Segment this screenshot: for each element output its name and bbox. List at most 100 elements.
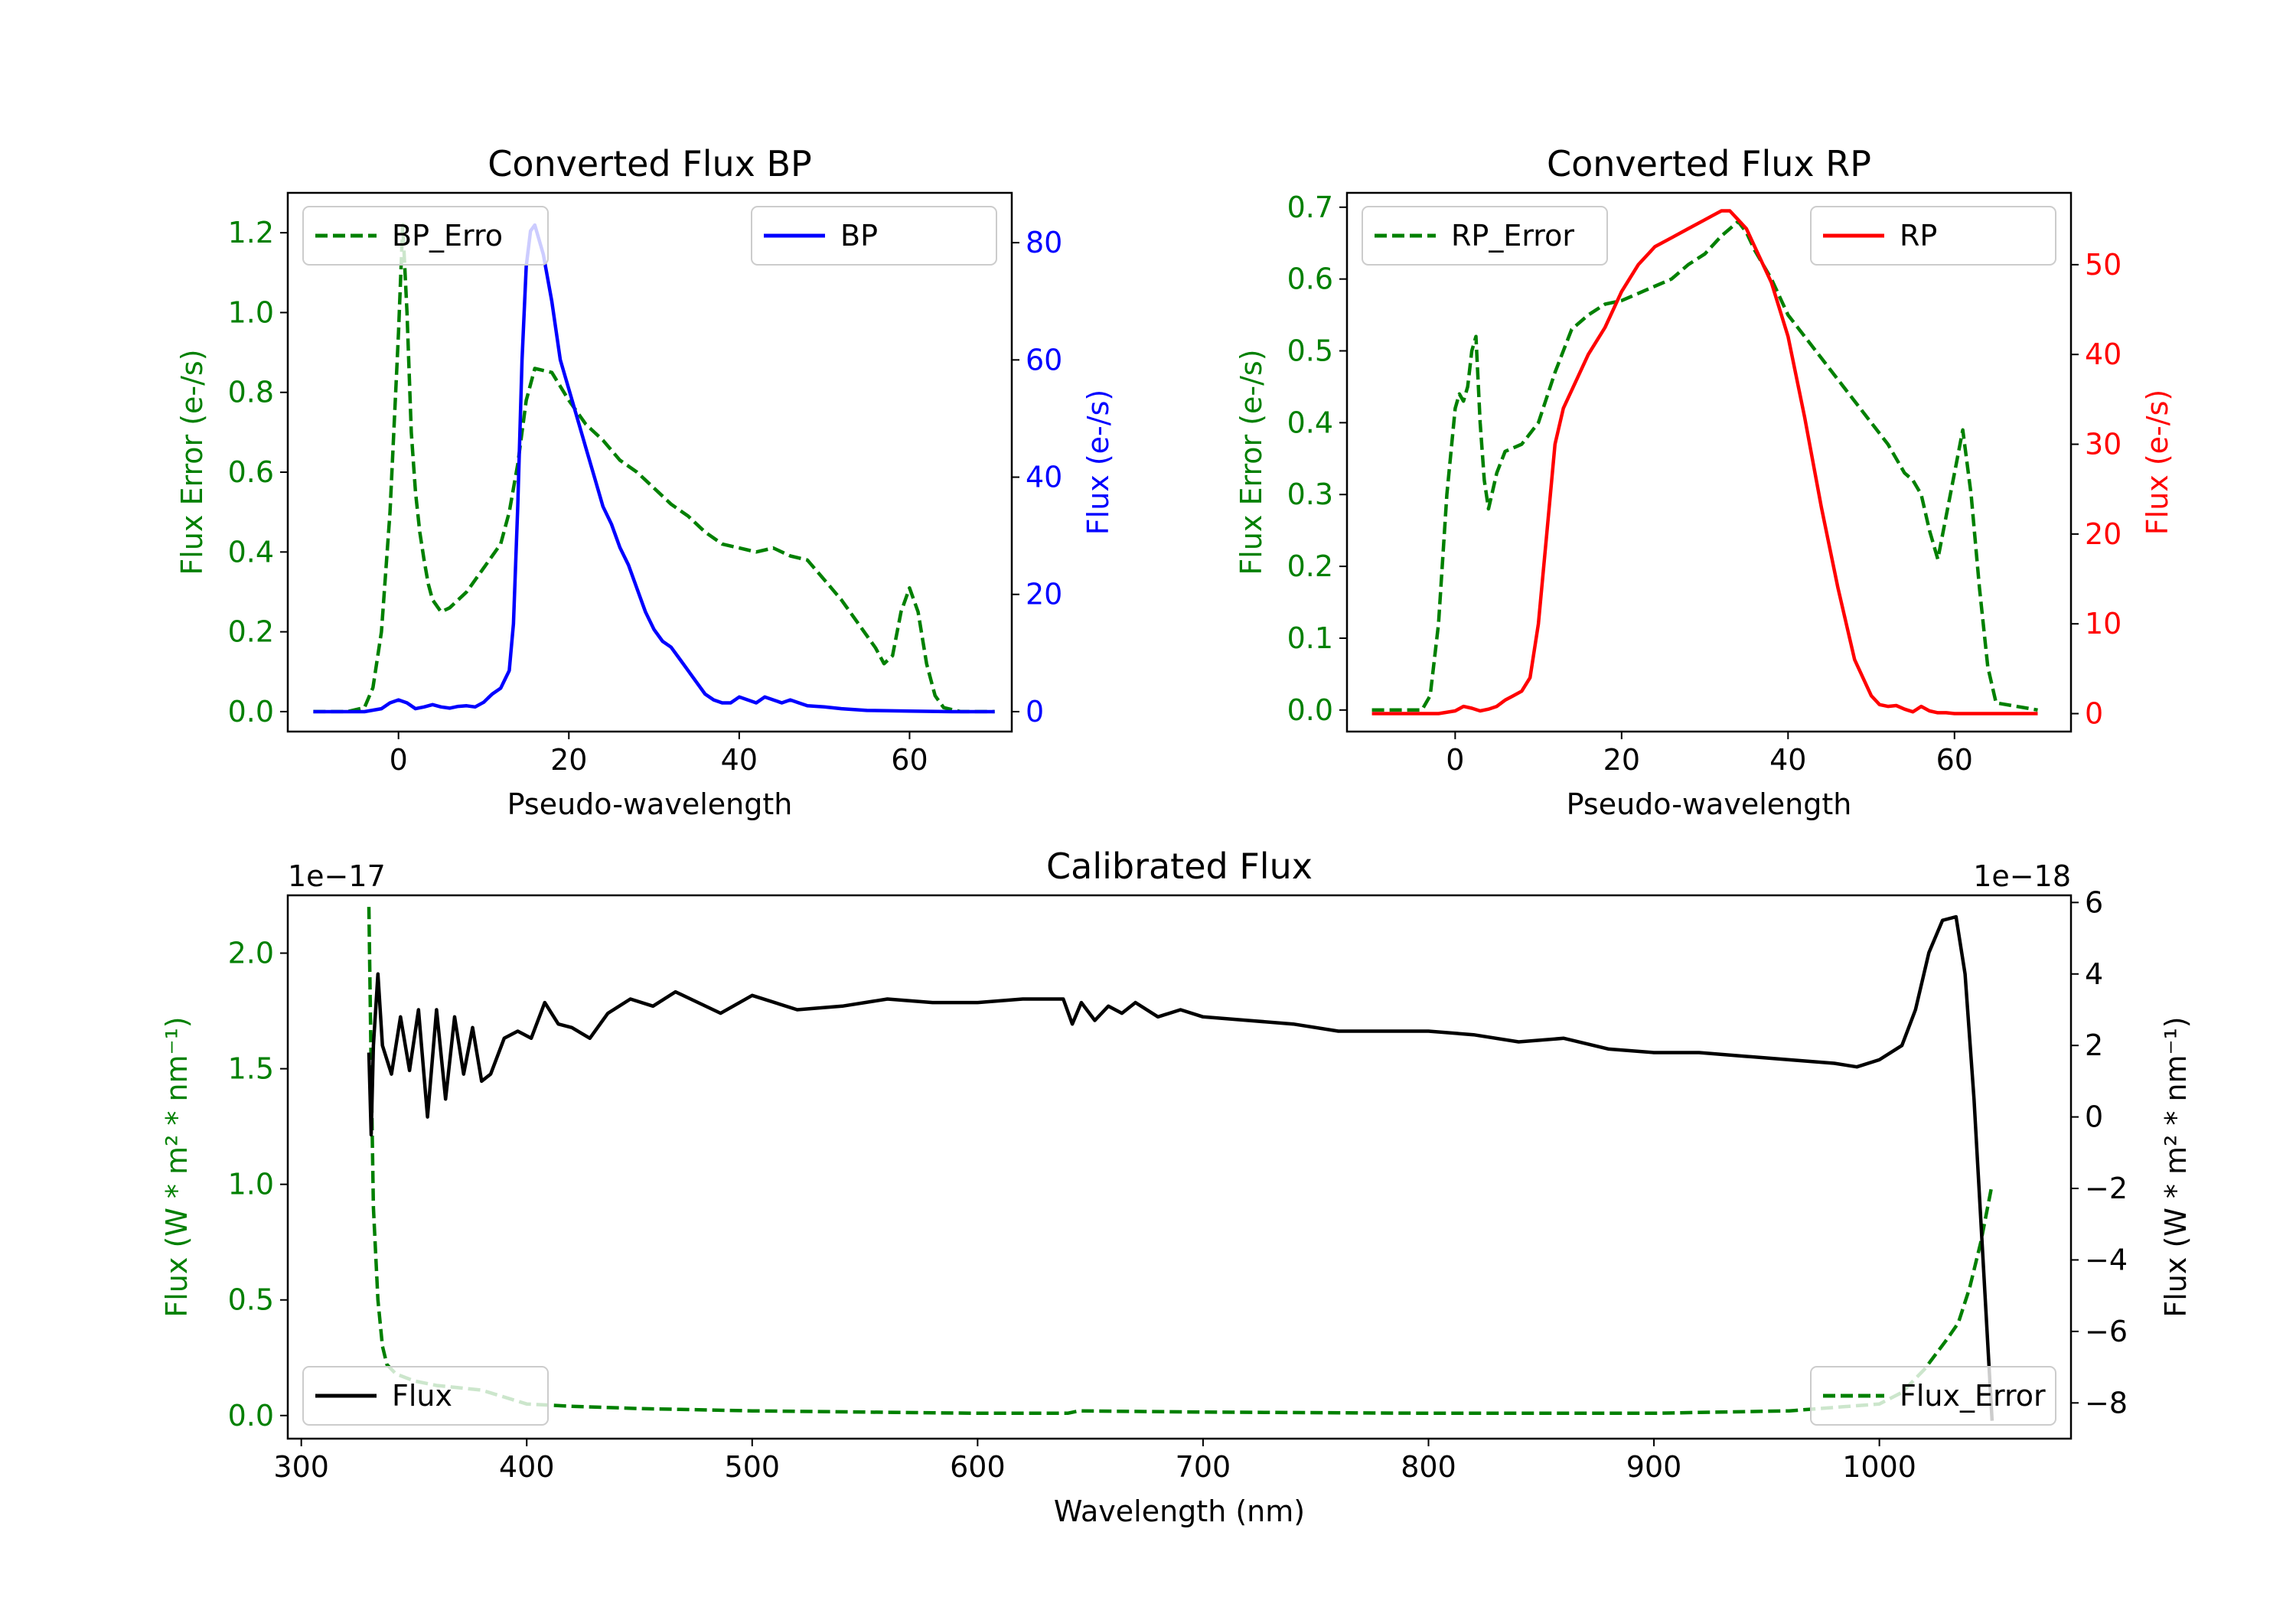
y-tick-label-right: −6 [2085, 1315, 2128, 1348]
x-tick-label: 300 [273, 1450, 329, 1484]
x-tick-label: 20 [1603, 743, 1640, 777]
y-tick-label-right: −2 [2085, 1172, 2128, 1205]
y-tick-label-left: 0.4 [1287, 406, 1333, 439]
y-tick-label-right: 20 [1026, 578, 1062, 611]
legend-box [1362, 206, 1608, 266]
legend-right: RP [1810, 206, 2056, 266]
y-tick-label-left: 1.0 [228, 295, 274, 329]
x-tick-label: 60 [891, 743, 928, 777]
y-tick-label-right: 2 [2085, 1028, 2103, 1062]
x-tick-label: 40 [1769, 743, 1806, 777]
plot-frame [286, 191, 1013, 733]
x-tick-label: 0 [1446, 743, 1464, 777]
legend-left: BP_Erro [302, 206, 549, 266]
y-tick-label-left: 1.0 [228, 1168, 274, 1201]
series-line-rp [1371, 209, 2038, 715]
y-tick-label-right: 4 [2085, 957, 2103, 991]
y-tick-label-right: 40 [2085, 337, 2122, 371]
y-tick-label-left: 0.5 [228, 1283, 274, 1317]
y-tick-label-left: 0.2 [228, 615, 274, 649]
chart-title: Calibrated Flux [1046, 846, 1313, 887]
legend-label: Flux_Error [1900, 1379, 2046, 1413]
legend-right: Flux_Error [1810, 1366, 2056, 1426]
legend-label: BP_Erro [392, 219, 503, 253]
legend-label: Flux [392, 1379, 452, 1413]
y-axis-label-left: Flux (W * m² * nm⁻¹) [160, 1016, 194, 1317]
y-offset-left: 1e−17 [288, 859, 386, 893]
y-tick-label-left: 0.8 [228, 376, 274, 409]
y-tick-label-left: 0.1 [1287, 621, 1333, 655]
x-tick-label: 900 [1626, 1450, 1682, 1484]
series-line-bp [313, 223, 995, 714]
y-offset-right: 1e−18 [1973, 859, 2071, 893]
legend-box [751, 206, 997, 266]
chart-panel-3: 300 400 500 600 700 800 900 1000 0.0 0.5 1.0 1.5 2.0… [160, 846, 2193, 1528]
x-tick-label: 60 [1936, 743, 1973, 777]
y-tick-label-left: 0.0 [228, 695, 274, 729]
y-tick-label-left: 0.6 [1287, 262, 1333, 296]
y-tick-label-right: 80 [1026, 226, 1062, 259]
y-tick-label-left: 1.5 [228, 1052, 274, 1086]
x-axis-label: Wavelength (nm) [1054, 1495, 1305, 1528]
y-axis-label-left: Flux Error (e-/s) [1234, 349, 1268, 575]
y-tick-label-right: 20 [2085, 517, 2122, 551]
x-tick-label: 20 [550, 743, 587, 777]
y-tick-label-left: 0.2 [1287, 549, 1333, 583]
legend-box [302, 1366, 549, 1426]
x-tick-label: 800 [1401, 1450, 1456, 1484]
y-tick-label-right: 10 [2085, 607, 2122, 641]
legend-box [1810, 206, 2056, 266]
series-line-flux [367, 914, 1994, 1421]
y-tick-label-left: 0.5 [1287, 334, 1333, 368]
y-tick-label-right: 0 [1026, 695, 1044, 729]
x-tick-label: 0 [390, 743, 408, 777]
legend-label: RP_Error [1451, 219, 1574, 253]
y-tick-label-right: 40 [1026, 461, 1062, 494]
y-axis-label-right: Flux (e-/s) [2141, 390, 2174, 535]
legend-box [1810, 1366, 2056, 1426]
y-tick-label-left: 0.6 [228, 455, 274, 489]
y-tick-label-left: 1.2 [228, 216, 274, 249]
plot-frame [1345, 191, 2073, 733]
series-line-rp-error [1371, 220, 2038, 712]
y-tick-label-left: 0.7 [1287, 191, 1333, 224]
y-tick-label-right: 50 [2085, 248, 2122, 282]
legend-box [302, 206, 549, 266]
y-tick-label-left: 0.3 [1287, 478, 1333, 511]
y-tick-label-left: 0.0 [1287, 693, 1333, 727]
y-tick-label-right: 6 [2085, 885, 2103, 919]
panels: 0 20 40 600.00.20.40.60.81.01.2020406080Con… [160, 143, 2193, 1528]
y-axis-label-right: Flux (W * m² * nm⁻¹) [2159, 1016, 2193, 1317]
legend-right: BP [751, 206, 997, 266]
chart-title: Converted Flux BP [488, 143, 812, 184]
y-tick-label-left: 2.0 [228, 937, 274, 970]
y-tick-label-right: 30 [2085, 428, 2122, 461]
y-axis-label-left: Flux Error (e-/s) [175, 349, 209, 575]
plot-frame [286, 894, 2073, 1440]
y-tick-label-right: −4 [2085, 1243, 2128, 1276]
y-tick-label-right: −8 [2085, 1386, 2128, 1420]
x-axis-label: Pseudo-wavelength [507, 787, 793, 821]
chart-panel-1: 0 20 40 60 0.0 0.2 0.4 0.6 0.8 1.0 1.2 0 20 40 60 80 Con… [175, 143, 1115, 821]
x-tick-label: 600 [950, 1450, 1006, 1484]
y-tick-label-right: 60 [1026, 343, 1062, 376]
x-axis-label: Pseudo-wavelength [1567, 787, 1852, 821]
x-tick-label: 700 [1176, 1450, 1231, 1484]
chart-panel-2: 0 20 40 60 0.0 0.1 0.2 0.3 0.4 0.5 0.6 0.7 0 10 20 30 40… [1234, 143, 2174, 821]
y-tick-label-left: 0.4 [228, 535, 274, 569]
legend-label: BP [840, 219, 878, 253]
y-tick-label-right: 0 [2085, 697, 2103, 731]
legend-left: RP_Error [1362, 206, 1608, 266]
y-tick-label-right: 0 [2085, 1100, 2103, 1134]
x-tick-label: 40 [721, 743, 758, 777]
x-tick-label: 400 [499, 1450, 555, 1484]
y-tick-label-left: 0.0 [228, 1399, 274, 1433]
legend-label: RP [1900, 219, 1937, 253]
x-tick-label: 500 [725, 1450, 781, 1484]
legend-left: Flux [302, 1366, 549, 1426]
y-axis-label-right: Flux (e-/s) [1081, 390, 1115, 535]
chart-title: Converted Flux RP [1547, 143, 1871, 184]
x-tick-label: 1000 [1842, 1450, 1916, 1484]
series-line-bp-error [313, 223, 995, 714]
